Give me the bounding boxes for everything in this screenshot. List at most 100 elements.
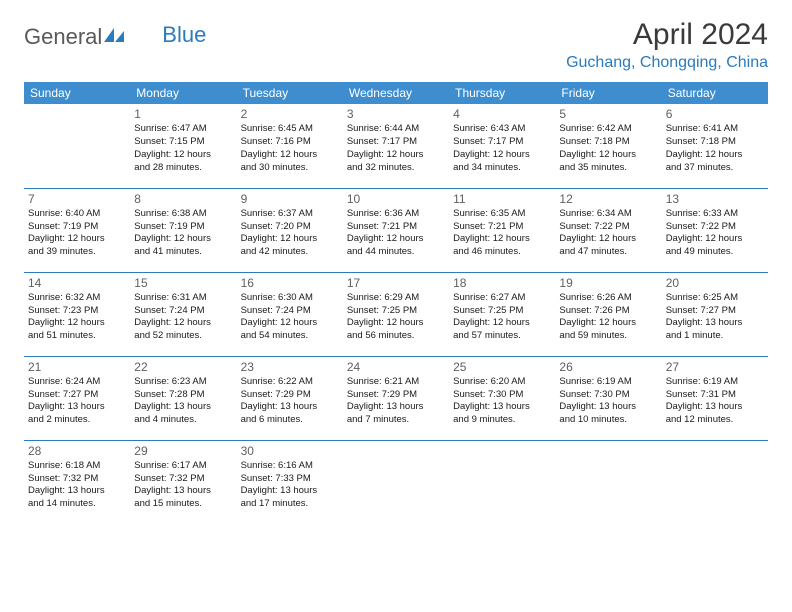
day-number: 20 xyxy=(666,275,764,291)
day-number: 17 xyxy=(347,275,445,291)
day-number: 26 xyxy=(559,359,657,375)
calendar-day-cell: 9Sunrise: 6:37 AMSunset: 7:20 PMDaylight… xyxy=(237,188,343,272)
logo-text-1: General xyxy=(24,24,102,50)
calendar-day-cell: 7Sunrise: 6:40 AMSunset: 7:19 PMDaylight… xyxy=(24,188,130,272)
day-number: 10 xyxy=(347,191,445,207)
day-info-line: and 17 minutes. xyxy=(241,498,339,511)
day-number: 25 xyxy=(453,359,551,375)
calendar-week-row: 14Sunrise: 6:32 AMSunset: 7:23 PMDayligh… xyxy=(24,272,768,356)
day-info-line: Sunrise: 6:32 AM xyxy=(28,292,126,305)
day-info-line: Sunset: 7:29 PM xyxy=(347,389,445,402)
day-number: 6 xyxy=(666,106,764,122)
day-info-line: Daylight: 12 hours xyxy=(28,317,126,330)
day-info-line: Sunrise: 6:30 AM xyxy=(241,292,339,305)
day-info-line: Sunset: 7:18 PM xyxy=(666,136,764,149)
day-info-line: Daylight: 12 hours xyxy=(134,317,232,330)
day-info-line: Sunset: 7:33 PM xyxy=(241,473,339,486)
day-info-line: and 32 minutes. xyxy=(347,162,445,175)
day-info-line: Sunset: 7:30 PM xyxy=(559,389,657,402)
day-info-line: Daylight: 12 hours xyxy=(241,149,339,162)
day-info-line: Sunset: 7:23 PM xyxy=(28,305,126,318)
calendar-day-cell: 18Sunrise: 6:27 AMSunset: 7:25 PMDayligh… xyxy=(449,272,555,356)
day-info-line: Daylight: 13 hours xyxy=(347,401,445,414)
day-info-line: and 15 minutes. xyxy=(134,498,232,511)
day-info-line: Sunrise: 6:44 AM xyxy=(347,123,445,136)
weekday-header: Monday xyxy=(130,82,236,104)
day-info-line: Sunset: 7:28 PM xyxy=(134,389,232,402)
day-number: 3 xyxy=(347,106,445,122)
day-info-line: Daylight: 13 hours xyxy=(453,401,551,414)
day-info-line: Daylight: 13 hours xyxy=(134,401,232,414)
calendar-week-row: 28Sunrise: 6:18 AMSunset: 7:32 PMDayligh… xyxy=(24,440,768,524)
day-info-line: Sunrise: 6:33 AM xyxy=(666,208,764,221)
day-number: 24 xyxy=(347,359,445,375)
day-number: 5 xyxy=(559,106,657,122)
day-info-line: Daylight: 13 hours xyxy=(559,401,657,414)
day-info-line: Sunrise: 6:47 AM xyxy=(134,123,232,136)
location-label: Guchang, Chongqing, China xyxy=(566,54,768,72)
day-info-line: and 42 minutes. xyxy=(241,246,339,259)
calendar-day-cell: 19Sunrise: 6:26 AMSunset: 7:26 PMDayligh… xyxy=(555,272,661,356)
day-number: 11 xyxy=(453,191,551,207)
day-info-line: and 6 minutes. xyxy=(241,414,339,427)
day-info-line: Sunset: 7:32 PM xyxy=(28,473,126,486)
day-info-line: Daylight: 12 hours xyxy=(134,149,232,162)
day-info-line: Sunset: 7:20 PM xyxy=(241,221,339,234)
day-info-line: Sunrise: 6:21 AM xyxy=(347,376,445,389)
calendar-day-cell xyxy=(343,440,449,524)
day-info-line: and 56 minutes. xyxy=(347,330,445,343)
day-info-line: Sunset: 7:21 PM xyxy=(347,221,445,234)
day-number: 16 xyxy=(241,275,339,291)
day-info-line: Sunset: 7:30 PM xyxy=(453,389,551,402)
day-info-line: and 54 minutes. xyxy=(241,330,339,343)
day-info-line: Sunrise: 6:31 AM xyxy=(134,292,232,305)
calendar-day-cell: 6Sunrise: 6:41 AMSunset: 7:18 PMDaylight… xyxy=(662,104,768,188)
calendar-day-cell: 17Sunrise: 6:29 AMSunset: 7:25 PMDayligh… xyxy=(343,272,449,356)
day-info-line: Sunset: 7:15 PM xyxy=(134,136,232,149)
day-info-line: Sunrise: 6:34 AM xyxy=(559,208,657,221)
calendar-day-cell xyxy=(555,440,661,524)
day-info-line: and 28 minutes. xyxy=(134,162,232,175)
day-number: 29 xyxy=(134,443,232,459)
day-info-line: Sunset: 7:17 PM xyxy=(453,136,551,149)
day-info-line: and 30 minutes. xyxy=(241,162,339,175)
day-info-line: Sunset: 7:16 PM xyxy=(241,136,339,149)
day-info-line: Daylight: 12 hours xyxy=(134,233,232,246)
day-info-line: Sunrise: 6:26 AM xyxy=(559,292,657,305)
weekday-header: Tuesday xyxy=(237,82,343,104)
calendar-day-cell: 25Sunrise: 6:20 AMSunset: 7:30 PMDayligh… xyxy=(449,356,555,440)
day-info-line: Daylight: 12 hours xyxy=(453,149,551,162)
day-info-line: and 51 minutes. xyxy=(28,330,126,343)
day-info-line: Daylight: 13 hours xyxy=(666,317,764,330)
day-info-line: Sunset: 7:19 PM xyxy=(134,221,232,234)
logo-sail-icon xyxy=(104,24,126,50)
day-number: 12 xyxy=(559,191,657,207)
calendar-day-cell xyxy=(24,104,130,188)
day-info-line: and 4 minutes. xyxy=(134,414,232,427)
day-info-line: Sunset: 7:17 PM xyxy=(347,136,445,149)
day-info-line: Sunset: 7:29 PM xyxy=(241,389,339,402)
calendar-day-cell: 23Sunrise: 6:22 AMSunset: 7:29 PMDayligh… xyxy=(237,356,343,440)
weekday-header-row: Sunday Monday Tuesday Wednesday Thursday… xyxy=(24,82,768,104)
day-info-line: Sunset: 7:27 PM xyxy=(666,305,764,318)
day-number: 2 xyxy=(241,106,339,122)
day-info-line: Sunset: 7:27 PM xyxy=(28,389,126,402)
day-info-line: and 1 minute. xyxy=(666,330,764,343)
day-info-line: Sunset: 7:31 PM xyxy=(666,389,764,402)
day-info-line: Sunrise: 6:40 AM xyxy=(28,208,126,221)
calendar-day-cell: 14Sunrise: 6:32 AMSunset: 7:23 PMDayligh… xyxy=(24,272,130,356)
day-number: 9 xyxy=(241,191,339,207)
calendar-day-cell xyxy=(662,440,768,524)
calendar-day-cell: 8Sunrise: 6:38 AMSunset: 7:19 PMDaylight… xyxy=(130,188,236,272)
day-info-line: Sunrise: 6:16 AM xyxy=(241,460,339,473)
day-info-line: Daylight: 12 hours xyxy=(666,233,764,246)
day-info-line: Sunrise: 6:18 AM xyxy=(28,460,126,473)
calendar-day-cell: 13Sunrise: 6:33 AMSunset: 7:22 PMDayligh… xyxy=(662,188,768,272)
day-info-line: Daylight: 13 hours xyxy=(241,485,339,498)
calendar-day-cell: 16Sunrise: 6:30 AMSunset: 7:24 PMDayligh… xyxy=(237,272,343,356)
day-number: 18 xyxy=(453,275,551,291)
calendar-table: Sunday Monday Tuesday Wednesday Thursday… xyxy=(24,82,768,524)
day-info-line: Daylight: 13 hours xyxy=(134,485,232,498)
day-info-line: Daylight: 12 hours xyxy=(559,317,657,330)
day-info-line: and 2 minutes. xyxy=(28,414,126,427)
